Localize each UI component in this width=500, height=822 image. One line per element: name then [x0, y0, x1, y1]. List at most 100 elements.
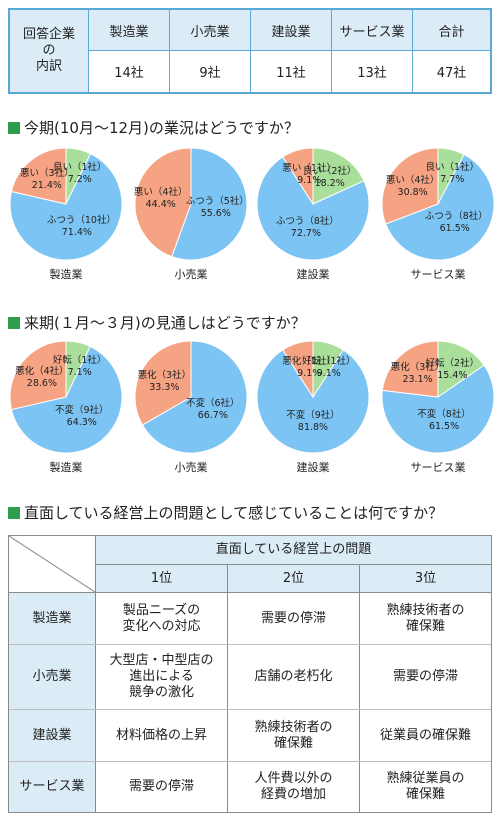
pie-slice-label: 好転（2社） 15.4%: [422, 358, 482, 382]
problem-text-line: 競争の激化: [128, 685, 194, 700]
summary-value-manufacturing: 14社: [114, 66, 144, 81]
problem-cell: 熟練従業員の 確保難: [360, 762, 491, 812]
pie-slice-percent: 71.4%: [61, 226, 92, 238]
pie-slice-label: 悪化（3社） 23.1%: [388, 362, 448, 386]
pie-slice-category: 悪い（4社）: [385, 174, 440, 186]
pie-slice-label: 好転（1社） 7.1%: [50, 355, 110, 379]
pie-slice-category: ふつう（5社）: [185, 196, 249, 208]
pie-slice: [437, 340, 485, 398]
pie-slice-percent: 66.7%: [197, 409, 228, 421]
pie-slice: [134, 340, 192, 426]
pie-chart: 良い（2社） 18.2% ふつう（8社） 72.7% 悪い（1社） 9.1% 建設業: [255, 146, 375, 286]
pie-slice-label: ふつう（5社） 55.6%: [185, 196, 249, 220]
pie-slice-category: 悪化（3社）: [137, 369, 192, 381]
problem-text-line: 人件費以外の: [254, 771, 333, 786]
pie-chart: 良い（1社） 7.2% ふつう（10社） 71.4% 悪い（3社） 21.4% 製造業: [8, 146, 128, 286]
pie-slice-percent: 7.7%: [440, 174, 465, 186]
problem-text-line: 店舗の老朽化: [254, 669, 333, 684]
pie-caption: 小売業: [174, 268, 208, 281]
pie-slice-percent: 81.8%: [297, 422, 329, 434]
problem-cell: 材料価格の上昇: [96, 710, 227, 761]
summary-col-service: サービス業: [332, 10, 412, 50]
industry-cell: 製造業: [9, 593, 95, 644]
pie-slice-percent: 7.2%: [67, 174, 92, 186]
problem-text-line: 熟練技術者の: [386, 602, 465, 618]
pie-slice: [381, 364, 495, 454]
problem-text-line: 需要の停滞: [260, 610, 326, 626]
summary-header-cell: 回答企業 の 内訳: [10, 10, 88, 92]
pie-slice-label: 悪化（1社） 9.1%: [279, 356, 339, 380]
problem-text-line: 経費の増加: [260, 787, 326, 802]
pie-slice: [10, 345, 123, 454]
section-title-problems: 直面している経営上の問題として感じていることは何ですか？: [8, 502, 443, 523]
pie-slice: [282, 340, 314, 399]
pie-slice-percent: 18.2%: [314, 178, 345, 190]
pie-slice: [381, 147, 439, 225]
problem-text-line: 材料価格の上昇: [115, 727, 207, 743]
pie-slice-category: 好転（1社）: [302, 355, 356, 367]
pie-slice: [256, 156, 370, 261]
rank-2-header: 2位: [228, 565, 359, 592]
summary-col-retail: 小売業: [170, 10, 250, 50]
pie-slice-label: 悪い（4社） 30.8%: [383, 175, 443, 199]
pie-slice-percent: 30.8%: [397, 186, 428, 198]
pie-caption: 製造業: [49, 461, 83, 474]
pie-svg: [256, 147, 370, 261]
pie-slice-category: 好転（2社）: [425, 357, 480, 369]
pie-slice-percent: 9.1%: [297, 367, 322, 379]
pie-slice-percent: 23.1%: [402, 373, 433, 385]
problem-text-line: 需要の停滞: [392, 669, 458, 684]
pie-slice-percent: 61.5%: [428, 421, 460, 433]
problem-text-line: 需要の停滞: [128, 779, 194, 794]
pie-slice-label: 悪化（3社） 33.3%: [134, 370, 194, 394]
pie-slice-category: 不変（9社）: [54, 404, 109, 416]
pie-svg: [9, 340, 123, 454]
pie-slice-percent: 28.6%: [26, 377, 57, 389]
problem-cell: 熟練技術者の 確保難: [360, 593, 491, 644]
pie-caption: 建設業: [296, 461, 330, 474]
summary-table: 回答企業 の 内訳 製造業 小売業 建設業 サービス業 合計 14社 9社 11…: [8, 8, 492, 94]
problem-cell: 店舗の老朽化: [228, 645, 359, 709]
summary-value-construction: 11社: [276, 66, 306, 81]
pie-slice-label: 悪い（3社） 21.4%: [17, 168, 77, 192]
problem-text-line: 大型店・中型店の: [109, 653, 214, 668]
pie-slice-category: ふつう（10社）: [46, 214, 116, 226]
pie-slice-percent: 72.7%: [290, 228, 321, 240]
pie-chart: 好転（1社） 7.1% 不変（9社） 64.3% 悪化（4社） 28.6% 製造業: [8, 339, 128, 479]
pie-slice-category: 不変（8社）: [417, 409, 471, 421]
pie-svg: [9, 147, 123, 261]
pie-svg: [134, 147, 248, 261]
industry-cell: 建設業: [9, 710, 95, 761]
pie-slice-category: 良い（1社）: [425, 162, 480, 174]
problem-cell: 需要の停滞: [360, 645, 491, 709]
pie-slice-percent: 9.1%: [297, 174, 322, 186]
problems-header: 直面している経営上の問題: [96, 536, 491, 564]
pie-slice-percent: 7.1%: [67, 367, 92, 379]
pie-slice: [381, 340, 439, 398]
summary-value-service: 13社: [357, 66, 387, 81]
pie-svg: [256, 340, 370, 454]
problem-cell: 需要の停滞: [228, 593, 359, 644]
pie-slice-percent: 21.4%: [31, 179, 62, 191]
pie-slice-percent: 55.6%: [200, 208, 231, 220]
pie-slice: [256, 349, 370, 454]
problem-cell: 従業員の確保難: [360, 710, 491, 761]
section-title-text: 直面している経営上の問題として感じていることは何ですか？: [24, 504, 444, 522]
section-title-outlook: 来期(１月～３月)の見通しはどうですか？: [8, 312, 306, 333]
section-title-text: 来期(１月～３月)の見通しはどうですか？: [24, 314, 306, 332]
summary-value-total: 47社: [436, 66, 467, 81]
problems-table: 直面している経営上の問題 1位 2位 3位 製造業 製品ニーズの 変化への対応 需要の…: [8, 535, 492, 813]
pie-slice-category: 好転（1社）: [52, 355, 107, 367]
problem-text-line: 熟練技術者の: [254, 719, 333, 735]
section-title-current: 今期(10月～12月)の業況はどうですか？: [8, 117, 299, 138]
problem-cell: 需要の停滞: [96, 762, 227, 812]
pie-slice-label: 不変（6社） 66.7%: [183, 398, 243, 422]
pie-slice: [134, 147, 192, 258]
pie-slice-category: 良い（1社）: [53, 162, 107, 174]
pie-slice-label: 良い（1社） 7.7%: [422, 162, 482, 186]
pie-slice-label: 好転（1社） 9.1%: [299, 356, 359, 380]
pie-chart: 良い（1社） 7.7% ふつう（8社） 61.5% 悪い（4社） 30.8% サービス業: [380, 146, 500, 286]
pie-slice-category: 悪い（4社）: [133, 186, 188, 198]
pie-caption: 小売業: [174, 461, 208, 474]
pie-slice-label: ふつう（10社） 71.4%: [46, 214, 116, 239]
